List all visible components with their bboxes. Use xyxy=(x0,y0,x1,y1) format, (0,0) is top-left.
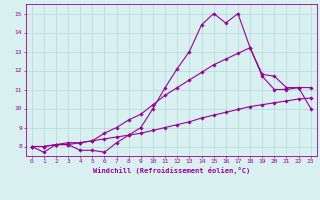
X-axis label: Windchill (Refroidissement éolien,°C): Windchill (Refroidissement éolien,°C) xyxy=(92,167,250,174)
